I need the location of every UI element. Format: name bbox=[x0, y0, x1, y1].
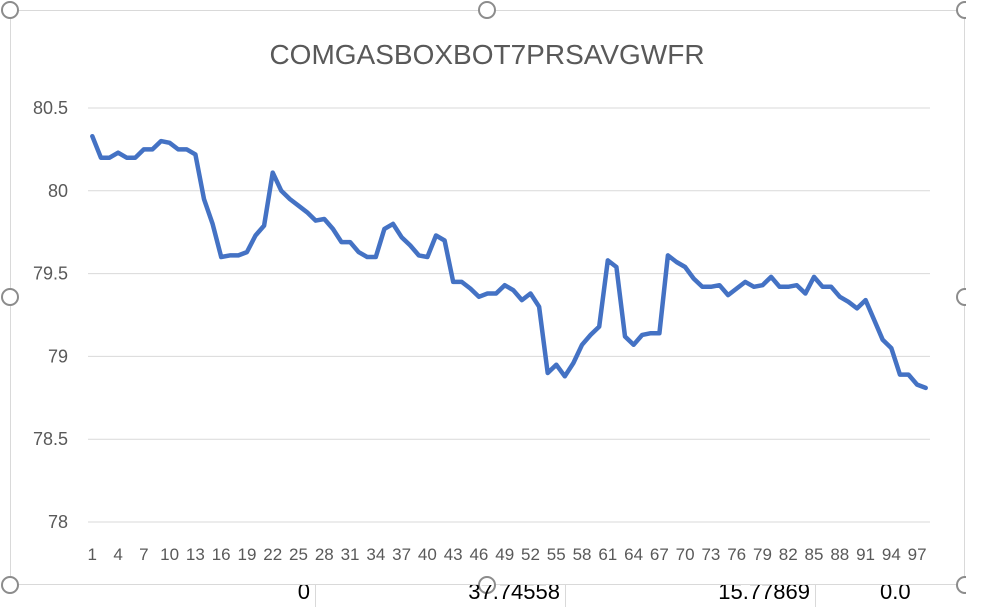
resize-handle[interactable] bbox=[1, 576, 19, 594]
y-tick-label: 78.5 bbox=[33, 429, 68, 449]
x-tick-label: 73 bbox=[701, 545, 720, 564]
chart-area[interactable] bbox=[10, 10, 965, 585]
y-axis-tick-labels: 80.5 80 79.5 79 78.5 78 bbox=[33, 98, 68, 532]
sheet-cell[interactable]: 0.0 bbox=[880, 585, 911, 604]
chart-title: COMGASBOXBOT7PRSAVGWFR bbox=[269, 39, 704, 70]
y-tick-label: 80.5 bbox=[33, 98, 68, 118]
resize-handle[interactable] bbox=[1, 288, 19, 306]
x-tick-label: 67 bbox=[650, 545, 669, 564]
x-tick-label: 31 bbox=[341, 545, 360, 564]
x-tick-label: 43 bbox=[444, 545, 463, 564]
x-axis-tick-labels: 1 4 7 10 13 16 19 22 25 28 31 34 37 40 43 46 49 52 55 58 61 6… bbox=[88, 545, 927, 564]
x-tick-label: 13 bbox=[186, 545, 205, 564]
sheet-cell[interactable]: 37.74558 bbox=[468, 585, 560, 604]
y-tick-label: 79 bbox=[48, 346, 68, 366]
x-tick-label: 4 bbox=[113, 545, 122, 564]
x-tick-label: 94 bbox=[882, 545, 901, 564]
x-tick-label: 40 bbox=[418, 545, 437, 564]
x-tick-label: 61 bbox=[598, 545, 617, 564]
x-tick-label: 28 bbox=[315, 545, 334, 564]
x-tick-label: 91 bbox=[856, 545, 875, 564]
cell-divider bbox=[815, 585, 816, 607]
x-tick-label: 34 bbox=[366, 545, 385, 564]
x-tick-label: 64 bbox=[624, 545, 643, 564]
resize-handle[interactable] bbox=[478, 576, 496, 594]
x-tick-label: 97 bbox=[908, 545, 927, 564]
sheet-cell[interactable]: 0 bbox=[297, 585, 310, 604]
x-tick-label: 25 bbox=[289, 545, 308, 564]
y-tick-label: 78 bbox=[48, 512, 68, 532]
series-line bbox=[90, 133, 928, 391]
cell-divider bbox=[315, 585, 316, 607]
adjacent-sheet-strip bbox=[966, 0, 981, 607]
x-tick-label: 37 bbox=[392, 545, 411, 564]
cell-divider bbox=[565, 585, 566, 607]
x-tick-label: 49 bbox=[495, 545, 514, 564]
series-layer bbox=[90, 133, 928, 391]
sheet-cells-row: 0 37.74558 15.77869 0.0 bbox=[0, 585, 981, 607]
x-tick-label: 55 bbox=[547, 545, 566, 564]
y-tick-label: 80 bbox=[48, 181, 68, 201]
x-tick-label: 52 bbox=[521, 545, 540, 564]
x-tick-label: 10 bbox=[160, 545, 179, 564]
sheet-cell[interactable]: 15.77869 bbox=[718, 585, 810, 604]
x-tick-label: 46 bbox=[469, 545, 488, 564]
gridlines bbox=[88, 107, 930, 523]
resize-handle[interactable] bbox=[1, 1, 19, 19]
x-tick-label: 19 bbox=[237, 545, 256, 564]
x-tick-label: 22 bbox=[263, 545, 282, 564]
x-tick-label: 7 bbox=[139, 545, 148, 564]
resize-handle[interactable] bbox=[478, 1, 496, 19]
selection-handles[interactable] bbox=[1, 1, 974, 594]
x-tick-label: 76 bbox=[727, 545, 746, 564]
x-tick-label: 82 bbox=[779, 545, 798, 564]
x-tick-label: 70 bbox=[676, 545, 695, 564]
x-tick-label: 1 bbox=[88, 545, 97, 564]
x-tick-label: 85 bbox=[805, 545, 824, 564]
x-tick-label: 88 bbox=[830, 545, 849, 564]
x-tick-label: 79 bbox=[753, 545, 772, 564]
y-tick-label: 79.5 bbox=[33, 264, 68, 284]
x-tick-label: 58 bbox=[573, 545, 592, 564]
x-tick-label: 16 bbox=[212, 545, 231, 564]
